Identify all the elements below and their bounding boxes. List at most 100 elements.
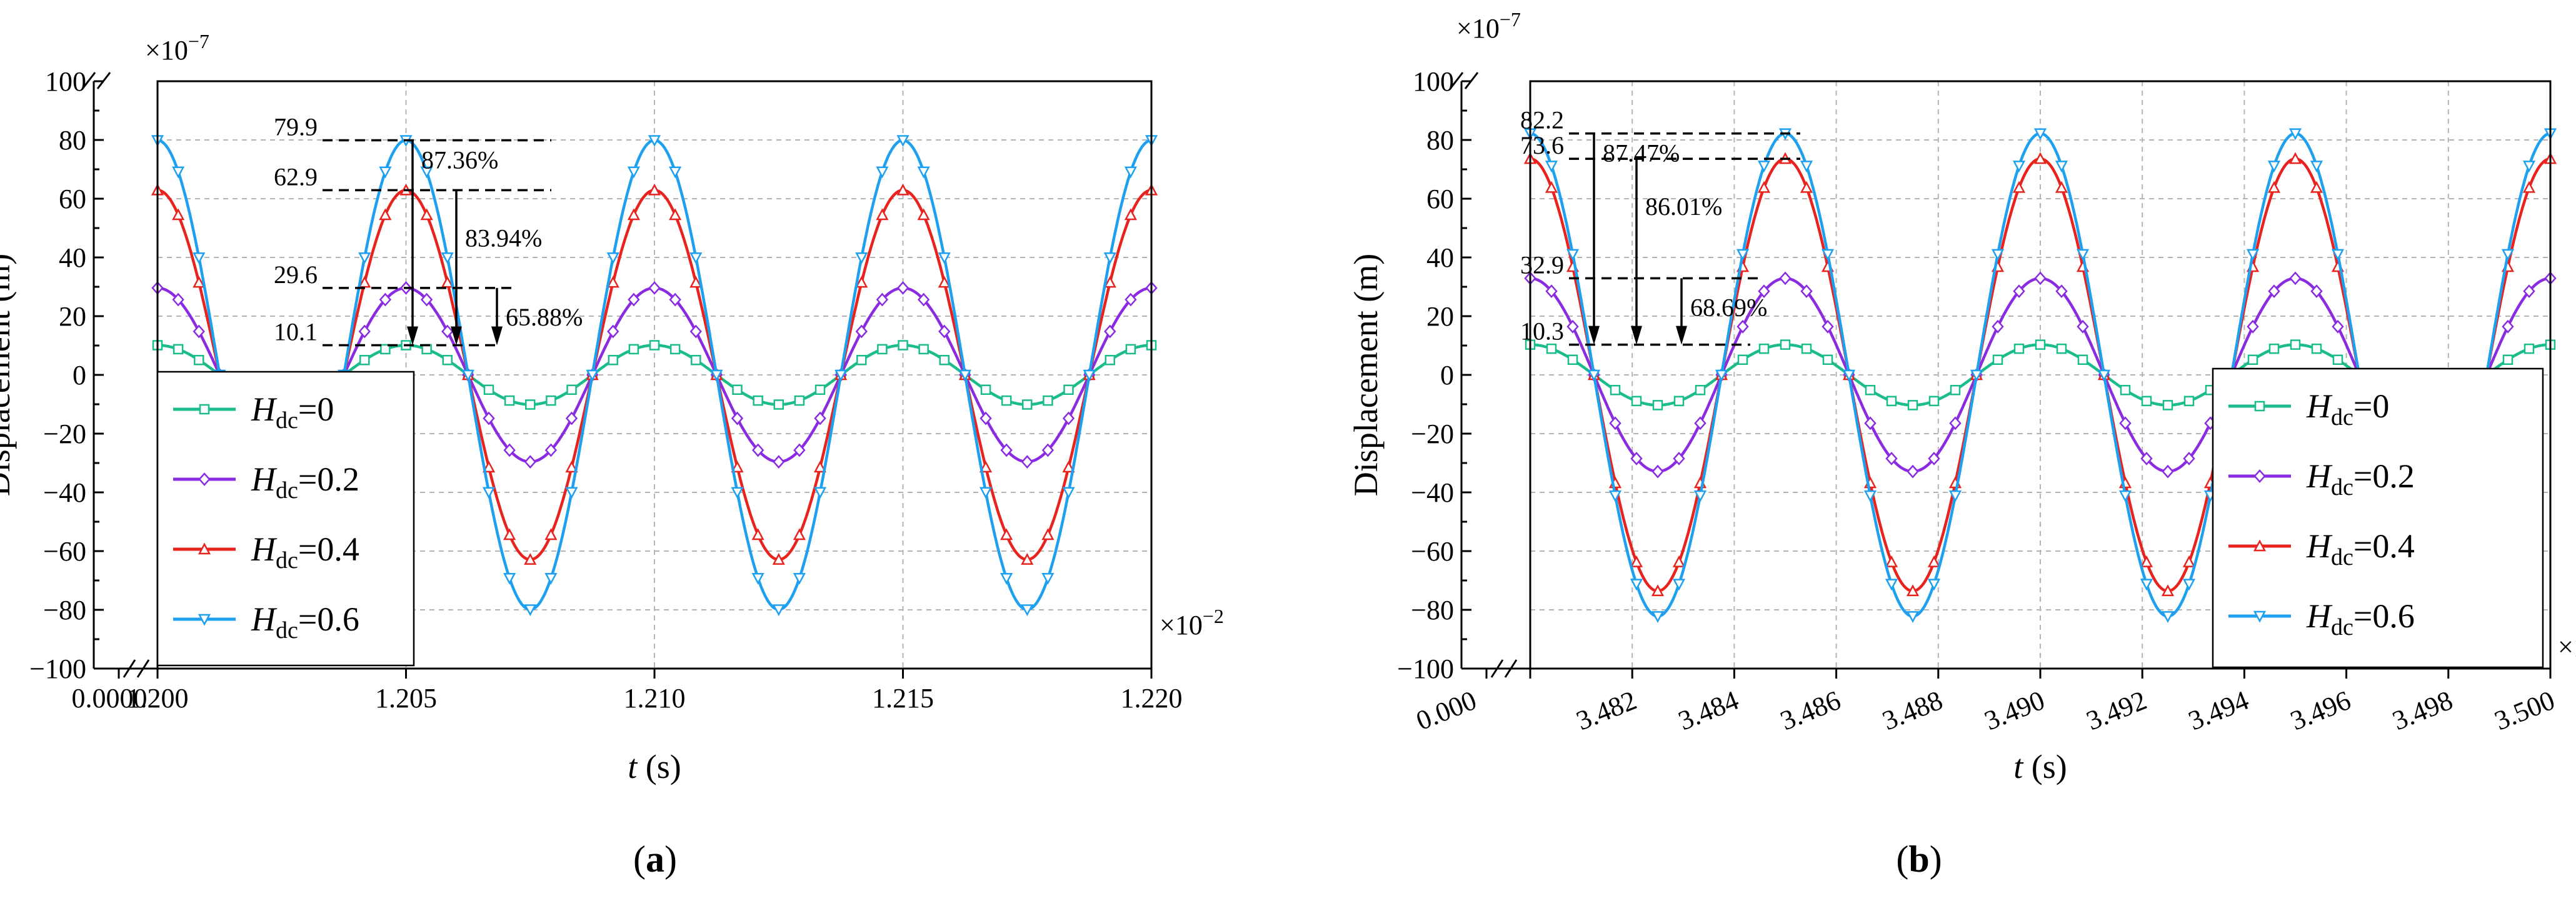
series-marker-0	[1928, 396, 1940, 407]
series-marker-1	[2289, 271, 2302, 286]
reduction-percent-label: 86.01%	[1645, 192, 1722, 221]
series-marker-0	[1043, 395, 1053, 406]
series-marker-3	[1863, 490, 1877, 502]
y-tick-label: 80	[1426, 125, 1454, 156]
series-marker-3	[2522, 161, 2536, 173]
x-scale-label: ×10−2	[2558, 627, 2576, 662]
peak-value-label: 62.9	[274, 162, 318, 191]
caption-b-letter: b	[1908, 839, 1929, 880]
series-marker-3	[1821, 249, 1835, 261]
series-marker-2	[503, 528, 516, 540]
series-marker-3	[813, 487, 827, 499]
series-marker-1	[2119, 416, 2132, 431]
series-marker-3	[2055, 161, 2068, 173]
series-marker-3	[586, 369, 599, 382]
x-scale-label-base: ×10	[2558, 632, 2576, 662]
series-marker-1	[2034, 271, 2047, 286]
y-scale-label-base: ×10	[145, 35, 188, 66]
series-marker-0	[1546, 343, 1557, 354]
series-marker-3	[2310, 161, 2323, 173]
series-marker-1	[358, 324, 371, 339]
series-marker-2	[2288, 152, 2302, 164]
series-marker-2	[420, 208, 433, 221]
x-tick-label: 3.488	[1878, 685, 1947, 737]
series-marker-3	[565, 487, 578, 499]
series-marker-0	[608, 355, 618, 366]
series-marker-0	[1992, 354, 2003, 366]
series-marker-3	[648, 135, 661, 147]
series-marker-0	[918, 344, 929, 355]
series-marker-3	[524, 604, 537, 617]
series-marker-3	[1885, 579, 1898, 591]
series-marker-1	[1992, 319, 2004, 334]
legend-var: H	[2306, 597, 2333, 635]
series-marker-3	[1906, 611, 1920, 623]
series-marker-3	[1545, 161, 1558, 173]
series-marker-0	[1001, 395, 1012, 406]
series-marker-3	[2161, 611, 2175, 623]
series-marker-2	[876, 208, 889, 221]
series-marker-1	[544, 443, 558, 457]
series-marker-2	[2140, 555, 2153, 567]
series-marker-0	[2523, 343, 2535, 354]
series-marker-1	[379, 292, 392, 307]
series-marker-2	[1062, 460, 1075, 473]
series-marker-3	[1041, 572, 1055, 585]
series-marker-1	[2247, 319, 2259, 334]
legend-label: Hdc=0.6	[251, 600, 359, 644]
series-marker-0	[856, 355, 867, 366]
series-marker-3	[1608, 490, 1622, 502]
y-tick-label: 20	[59, 301, 86, 332]
series-marker-3	[172, 166, 185, 179]
series-marker-1	[1566, 319, 1579, 334]
legend-subscript: dc	[2331, 614, 2353, 640]
series-marker-0	[2502, 354, 2513, 366]
series-marker-3	[979, 487, 993, 499]
series-marker-1	[2077, 319, 2089, 334]
series-marker-2	[2522, 181, 2536, 193]
caption-b: (b)	[1896, 839, 1942, 880]
reduction-percent-label: 68.69%	[1690, 293, 1767, 321]
legend-value: =0	[2353, 387, 2389, 425]
caption-a-letter: a	[646, 839, 664, 880]
series-marker-0	[898, 340, 908, 351]
series-marker-2	[669, 208, 682, 221]
x-tick-label: 3.494	[2184, 685, 2253, 737]
series-marker-1	[1673, 452, 1685, 465]
series-marker-3	[1566, 249, 1580, 261]
series-marker-1	[193, 324, 205, 339]
y-tick-label: −60	[1411, 536, 1454, 567]
series-marker-1	[503, 443, 516, 457]
series-marker-3	[193, 252, 206, 264]
y-tick-label: 0	[1440, 360, 1454, 391]
series-marker-3	[1021, 604, 1034, 617]
y-tick-label: 0	[73, 360, 86, 391]
series-marker-1	[1062, 411, 1075, 426]
series-marker-1	[773, 455, 785, 469]
series-marker-2	[1800, 181, 1813, 193]
legend-swatch-marker	[198, 542, 211, 555]
x-tick-label: 3.486	[1776, 685, 1845, 737]
series-marker-1	[2055, 284, 2068, 298]
series-marker-0	[669, 344, 681, 355]
y-tick-label: −80	[43, 595, 86, 625]
series-marker-1	[814, 411, 826, 426]
legend-subscript: dc	[276, 617, 298, 644]
series-marker-0	[442, 355, 453, 366]
series-marker-1	[1885, 452, 1898, 465]
series-marker-3	[503, 572, 516, 585]
series-marker-2	[855, 276, 868, 288]
y-tick-label: 100	[1413, 66, 1454, 97]
series-marker-0	[2332, 354, 2343, 366]
series-marker-1	[731, 411, 744, 426]
reduction-percent-label: 65.88%	[506, 303, 583, 331]
series-marker-3	[544, 572, 558, 585]
legend-value: =0.4	[2353, 527, 2415, 565]
series-marker-0	[2183, 396, 2195, 407]
series-marker-3	[2267, 161, 2281, 173]
series-marker-3	[751, 572, 764, 585]
series-marker-2	[172, 208, 185, 221]
legend-subscript: dc	[276, 547, 298, 574]
series-marker-2	[524, 552, 537, 565]
series-marker-0	[814, 384, 826, 395]
